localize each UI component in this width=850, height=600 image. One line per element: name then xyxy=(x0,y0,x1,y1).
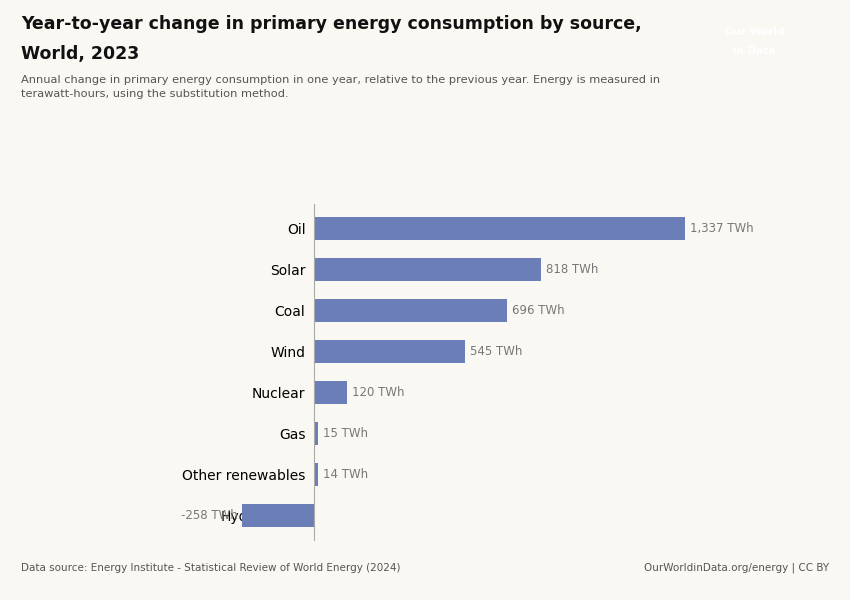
Bar xyxy=(314,381,347,404)
Text: Our World: Our World xyxy=(724,28,784,37)
Text: 545 TWh: 545 TWh xyxy=(470,345,523,358)
Bar xyxy=(314,340,465,363)
Text: OurWorldinData.org/energy | CC BY: OurWorldinData.org/energy | CC BY xyxy=(643,563,829,574)
Bar xyxy=(314,258,541,281)
Text: 14 TWh: 14 TWh xyxy=(323,468,368,481)
Bar xyxy=(314,463,318,486)
Bar xyxy=(314,217,684,240)
Text: 818 TWh: 818 TWh xyxy=(546,263,598,276)
Bar xyxy=(314,422,318,445)
Text: 1,337 TWh: 1,337 TWh xyxy=(689,222,753,235)
Text: -258 TWh: -258 TWh xyxy=(180,509,237,522)
Text: in Data: in Data xyxy=(733,46,775,56)
Bar xyxy=(314,299,507,322)
Text: 120 TWh: 120 TWh xyxy=(352,386,405,399)
Text: World, 2023: World, 2023 xyxy=(21,45,139,63)
Bar xyxy=(242,504,314,527)
Text: Annual change in primary energy consumption in one year, relative to the previou: Annual change in primary energy consumpt… xyxy=(21,75,660,99)
Text: Data source: Energy Institute - Statistical Review of World Energy (2024): Data source: Energy Institute - Statisti… xyxy=(21,563,400,573)
Text: 696 TWh: 696 TWh xyxy=(512,304,564,317)
Text: Year-to-year change in primary energy consumption by source,: Year-to-year change in primary energy co… xyxy=(21,15,642,33)
Text: 15 TWh: 15 TWh xyxy=(323,427,368,440)
